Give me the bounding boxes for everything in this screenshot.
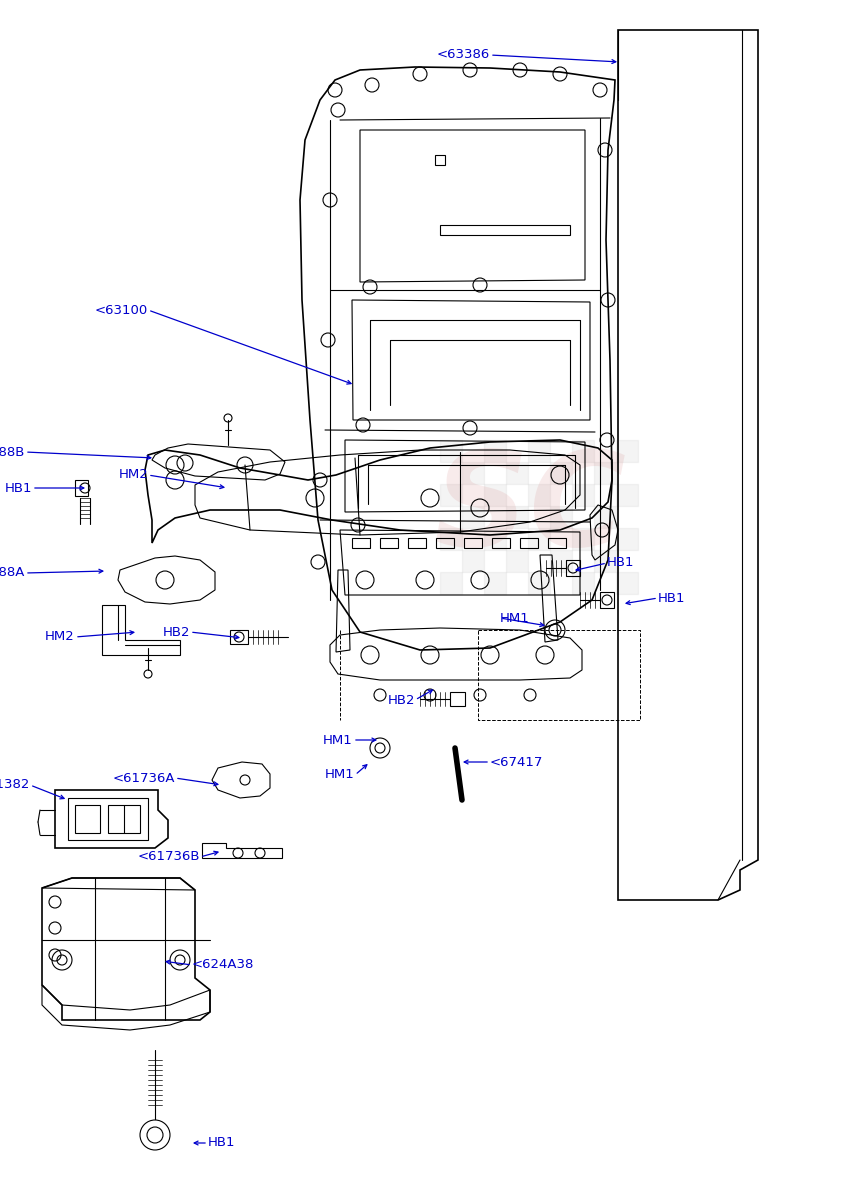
Text: HM1: HM1 [326,768,355,781]
Text: <638A88B: <638A88B [0,445,25,458]
Bar [528,440,550,462]
Bar [594,550,616,572]
Bar [572,484,594,506]
Bar [462,462,484,484]
Bar [462,550,484,572]
Text: <61736A: <61736A [113,772,175,785]
Text: HB2: HB2 [387,694,415,707]
Text: HB1: HB1 [208,1136,235,1150]
Text: <624A38: <624A38 [192,959,254,972]
Text: <61382: <61382 [0,779,30,792]
Bar [572,528,594,550]
Text: <638A88A: <638A88A [0,566,25,580]
Bar [616,528,638,550]
Bar [528,572,550,594]
Text: HB1: HB1 [658,592,686,605]
Bar [484,528,506,550]
Bar [484,572,506,594]
Bar [528,484,550,506]
Text: HB1: HB1 [4,481,32,494]
Bar [440,440,462,462]
Bar [484,484,506,506]
Bar [440,528,462,550]
Bar [594,462,616,484]
Bar [506,462,528,484]
Bar [462,506,484,528]
Text: HM1: HM1 [323,733,353,746]
Bar [550,506,572,528]
Bar [572,572,594,594]
Bar [616,484,638,506]
Bar [550,550,572,572]
Text: <61736B: <61736B [137,851,200,864]
Text: <63100: <63100 [95,304,148,317]
Bar [506,506,528,528]
Bar [572,440,594,462]
Bar [616,440,638,462]
Text: HB1: HB1 [607,557,635,570]
Bar [440,484,462,506]
Bar [550,462,572,484]
Bar [484,440,506,462]
Bar [616,572,638,594]
Text: HM1: HM1 [500,612,529,624]
Text: HM2: HM2 [118,468,148,481]
Bar [440,572,462,594]
Bar [506,550,528,572]
Text: HM2: HM2 [45,630,75,643]
Text: <67417: <67417 [490,756,543,768]
Circle shape [140,1120,170,1150]
Text: HB2: HB2 [162,625,190,638]
Text: SC: SC [434,446,626,574]
Bar [528,528,550,550]
Text: <63386: <63386 [437,48,490,61]
Bar [594,506,616,528]
